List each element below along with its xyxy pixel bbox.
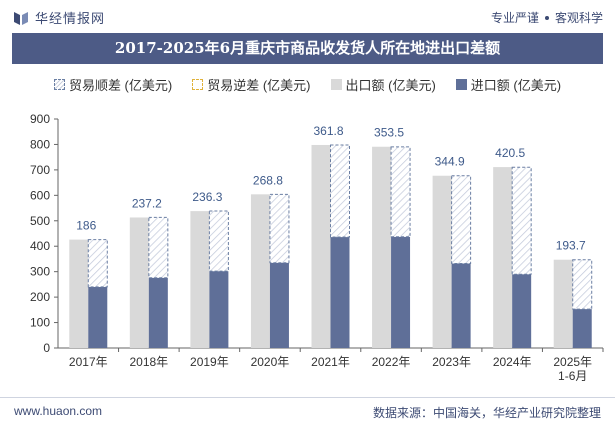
legend-label-export: 出口额 (亿美元) bbox=[345, 78, 436, 93]
export-bar bbox=[432, 175, 452, 348]
import-bar bbox=[330, 237, 350, 348]
surplus-value-label: 344.9 bbox=[435, 155, 465, 169]
import-bar bbox=[209, 271, 229, 348]
x-tick-label: 2023年 bbox=[432, 355, 471, 369]
import-bar bbox=[512, 274, 532, 348]
chart-legend: 贸易顺差 (亿美元) 贸易逆差 (亿美元) 出口额 (亿美元) 进口额 (亿美元… bbox=[0, 75, 615, 94]
y-tick-label: 600 bbox=[30, 188, 50, 202]
top-bar: 华经情报网 专业严谨 客观科学 bbox=[0, 0, 615, 32]
export-bar bbox=[69, 239, 89, 348]
surplus-bar bbox=[208, 210, 229, 272]
surplus-value-label: 268.8 bbox=[253, 173, 283, 187]
export-bar bbox=[553, 259, 573, 348]
legend-label-deficit: 贸易逆差 (亿美元) bbox=[207, 78, 311, 93]
legend-item-surplus: 贸易顺差 (亿美元) bbox=[53, 75, 173, 94]
legend-label-import: 进口额 (亿美元) bbox=[470, 78, 562, 93]
export-bar bbox=[372, 146, 392, 348]
legend-swatch-deficit bbox=[192, 79, 204, 90]
y-tick-label: 800 bbox=[30, 137, 50, 151]
import-bar bbox=[269, 262, 289, 348]
export-bar bbox=[129, 217, 149, 348]
y-tick-label: 100 bbox=[30, 316, 50, 330]
y-tick-label: 0 bbox=[43, 341, 50, 355]
tagline: 专业严谨 客观科学 bbox=[491, 9, 603, 26]
bar-chart: 0 100 200 300 400 500 600 700 800 900 186 2017年 237… bbox=[30, 112, 604, 383]
x-tick-label: 1-6月 bbox=[558, 369, 587, 383]
surplus-bar bbox=[451, 175, 472, 265]
surplus-bar bbox=[148, 216, 169, 279]
legend-item-export: 出口额 (亿美元) bbox=[330, 75, 436, 94]
chart-title: 2017-2025年6月重庆市商品收发货人所在地进出口差额 bbox=[12, 33, 603, 64]
y-tick-label: 300 bbox=[30, 265, 50, 279]
export-bar bbox=[190, 211, 210, 348]
x-tick-label: 2025年 bbox=[553, 355, 592, 369]
surplus-value-label: 193.7 bbox=[556, 239, 586, 253]
brand: 华经情报网 bbox=[13, 8, 105, 27]
surplus-bar bbox=[87, 239, 108, 288]
import-bar bbox=[148, 277, 168, 348]
x-tick-label: 2022年 bbox=[372, 355, 411, 369]
surplus-bar bbox=[330, 144, 350, 238]
x-tick-label: 2018年 bbox=[129, 355, 168, 369]
y-tick-label: 900 bbox=[30, 112, 50, 126]
surplus-bar bbox=[269, 193, 290, 264]
import-bar bbox=[391, 236, 411, 348]
legend-swatch-surplus bbox=[53, 79, 65, 90]
data-source: 数据来源：中国海关，华经产业研究院整理 bbox=[372, 406, 601, 420]
x-tick-label: 2020年 bbox=[251, 355, 290, 369]
surplus-value-label: 236.3 bbox=[192, 190, 222, 204]
dot-separator-icon bbox=[544, 15, 549, 20]
huajing-logo-icon bbox=[13, 10, 29, 26]
surplus-value-label: 361.8 bbox=[313, 124, 343, 138]
x-tick-label: 2017年 bbox=[69, 355, 108, 369]
x-tick-label: 2021年 bbox=[311, 355, 350, 369]
x-tick-label: 2024年 bbox=[493, 355, 532, 369]
export-bar bbox=[311, 144, 331, 348]
surplus-value-label: 237.2 bbox=[132, 196, 162, 210]
y-tick-label: 700 bbox=[30, 163, 50, 177]
surplus-value-label: 353.5 bbox=[374, 126, 404, 140]
legend-item-deficit: 贸易逆差 (亿美元) bbox=[192, 75, 311, 94]
tagline-a: 专业严谨 bbox=[490, 11, 539, 25]
surplus-value-label: 186 bbox=[76, 219, 96, 233]
legend-swatch-export bbox=[330, 79, 342, 90]
import-bar bbox=[88, 286, 108, 348]
legend-label-surplus: 贸易顺差 (亿美元) bbox=[68, 78, 173, 93]
export-bar bbox=[250, 194, 270, 348]
surplus-bar bbox=[390, 146, 411, 238]
footer: www.huaon.com 数据来源：中国海关，华经产业研究院整理 bbox=[0, 397, 615, 428]
import-bar bbox=[451, 263, 471, 348]
surplus-bar bbox=[511, 166, 532, 275]
brand-name: 华经情报网 bbox=[35, 11, 106, 26]
website-link[interactable]: www.huaon.com bbox=[14, 404, 103, 418]
y-tick-label: 200 bbox=[30, 290, 50, 304]
export-bar bbox=[493, 167, 513, 348]
x-tick-label: 2019年 bbox=[190, 355, 229, 369]
import-bar bbox=[572, 309, 592, 348]
legend-item-import: 进口额 (亿美元) bbox=[455, 75, 562, 94]
y-tick-label: 400 bbox=[30, 239, 50, 253]
legend-swatch-import bbox=[455, 79, 467, 90]
surplus-value-label: 420.5 bbox=[495, 146, 525, 160]
y-tick-label: 500 bbox=[30, 214, 50, 228]
tagline-b: 客观科学 bbox=[554, 11, 603, 25]
surplus-bar bbox=[572, 259, 593, 310]
